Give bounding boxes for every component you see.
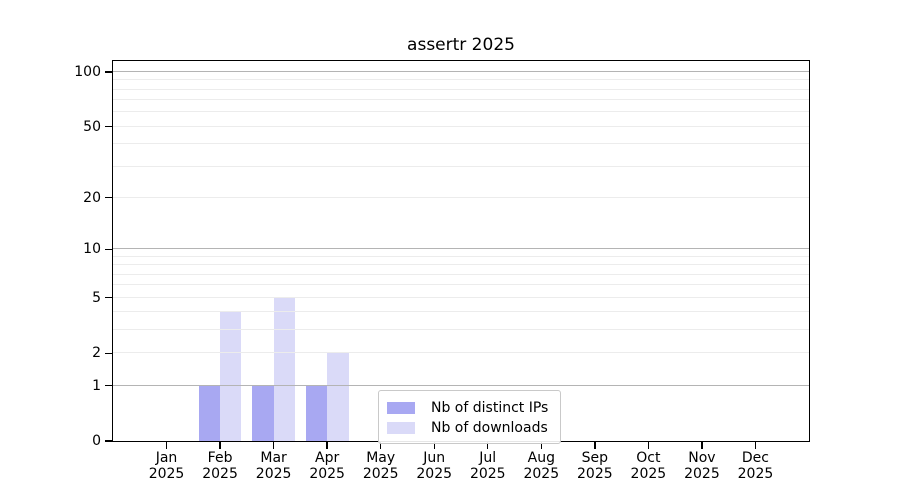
x-tick xyxy=(540,442,542,449)
y-tick xyxy=(105,196,112,199)
x-tick-label: May 2025 xyxy=(363,450,399,482)
gridline-minor xyxy=(113,352,809,354)
x-tick-label: Apr 2025 xyxy=(309,450,345,482)
x-tick-year: 2025 xyxy=(362,466,399,482)
gridline-minor xyxy=(113,99,809,101)
bar-distinct-ips xyxy=(252,385,274,441)
bar-distinct-ips xyxy=(305,385,328,441)
plot-area: 0 1 2 5 10 20 50 100 Jan 2025 Feb 2025 Mar 2025 Apr 202… xyxy=(74,60,810,482)
y-tick-label: 5 xyxy=(92,289,101,306)
y-tick-label: 100 xyxy=(74,64,101,81)
x-tick-year: 2025 xyxy=(416,466,453,482)
x-tick xyxy=(219,442,221,449)
legend-item-downloads: Nb of downloads xyxy=(387,420,548,436)
legend: Nb of distinct IPs Nb of downloads xyxy=(378,390,562,444)
x-tick xyxy=(754,442,757,449)
gridline-minor xyxy=(113,79,809,81)
y-tick xyxy=(105,297,112,299)
x-tick-year: 2025 xyxy=(469,466,506,482)
x-tick-label: Jan 2025 xyxy=(149,450,185,482)
y-tick-label: 1 xyxy=(92,377,101,394)
x-tick-label: Sep 2025 xyxy=(577,450,613,482)
x-tick-month: Jan xyxy=(155,450,178,466)
x-tick-month: Jun xyxy=(423,450,446,466)
x-tick-year: 2025 xyxy=(684,466,720,482)
y-tick-label: 10 xyxy=(83,241,101,258)
x-tick-label: Jul 2025 xyxy=(470,450,506,482)
x-tick xyxy=(165,442,168,449)
x-tick-year: 2025 xyxy=(309,466,345,482)
x-tick xyxy=(594,442,596,449)
gridline-minor xyxy=(113,143,809,145)
x-tick-month: Sep xyxy=(581,450,609,466)
x-tick-month: Nov xyxy=(688,450,716,466)
x-tick xyxy=(433,442,435,449)
bar-downloads xyxy=(220,312,242,441)
x-tick-month: Apr xyxy=(315,450,340,466)
legend-swatch-distinct-ips xyxy=(387,402,415,414)
legend-item-distinct-ips: Nb of distinct IPs xyxy=(387,400,548,416)
gridline-minor xyxy=(113,165,809,167)
x-tick-year: 2025 xyxy=(577,466,613,482)
x-tick-label: Nov 2025 xyxy=(684,450,720,482)
x-tick-label: Mar 2025 xyxy=(256,450,292,482)
x-tick-month: May xyxy=(366,450,396,466)
gridline-minor xyxy=(113,311,809,313)
gridline-major xyxy=(113,248,809,250)
x-tick-month: Aug xyxy=(527,450,555,466)
x-tick xyxy=(272,442,275,449)
gridline-minor xyxy=(113,264,809,266)
x-tick-month: Feb xyxy=(207,450,233,466)
x-tick xyxy=(326,442,328,449)
gridline-major xyxy=(113,384,809,386)
y-tick-label: 2 xyxy=(92,345,101,362)
x-tick-month: Oct xyxy=(636,450,661,466)
gridline-minor xyxy=(113,329,809,331)
x-tick-label: Aug 2025 xyxy=(523,450,559,482)
gridline-minor xyxy=(113,255,809,257)
y-tick xyxy=(105,384,112,387)
y-tick xyxy=(105,126,112,128)
x-tick-year: 2025 xyxy=(148,466,185,482)
y-tick xyxy=(105,352,112,354)
gridline-minor xyxy=(113,125,809,127)
x-tick-year: 2025 xyxy=(202,466,238,482)
x-tick-month: Dec xyxy=(741,450,769,466)
x-tick-year: 2025 xyxy=(630,466,667,482)
y-tick-label: 0 xyxy=(92,433,101,449)
x-tick xyxy=(379,442,382,449)
x-tick-label: Oct 2025 xyxy=(631,450,667,482)
bar-downloads xyxy=(327,353,349,441)
gridline-minor xyxy=(113,296,809,298)
gridline-minor xyxy=(113,196,809,198)
legend-label-distinct-ips: Nb of distinct IPs xyxy=(431,400,549,416)
x-tick xyxy=(487,442,489,449)
gridline-minor xyxy=(113,88,809,90)
x-tick-month: Jul xyxy=(479,450,497,466)
bar-downloads xyxy=(273,297,296,441)
x-tick-label: Dec 2025 xyxy=(738,450,774,482)
y-tick-label: 20 xyxy=(83,189,101,206)
y-tick-label: 50 xyxy=(83,118,101,135)
x-tick-year: 2025 xyxy=(737,466,774,482)
x-tick-month: Mar xyxy=(260,450,287,466)
gridline-minor xyxy=(113,284,809,286)
x-tick-year: 2025 xyxy=(255,466,292,482)
legend-swatch-downloads xyxy=(387,422,415,434)
gridline-major xyxy=(113,71,809,73)
chart-title: assertr 2025 xyxy=(407,35,515,55)
x-tick-year: 2025 xyxy=(523,466,560,482)
gridline-minor xyxy=(113,273,809,275)
legend-label-downloads: Nb of downloads xyxy=(431,420,548,436)
bar-distinct-ips xyxy=(198,385,221,441)
y-tick xyxy=(105,71,112,73)
x-tick-label: Feb 2025 xyxy=(202,450,238,482)
y-tick xyxy=(105,248,112,251)
y-tick xyxy=(105,440,112,442)
x-tick-label: Jun 2025 xyxy=(416,450,452,482)
x-tick xyxy=(701,442,703,449)
x-tick xyxy=(647,442,650,449)
gridline-minor xyxy=(113,111,809,113)
